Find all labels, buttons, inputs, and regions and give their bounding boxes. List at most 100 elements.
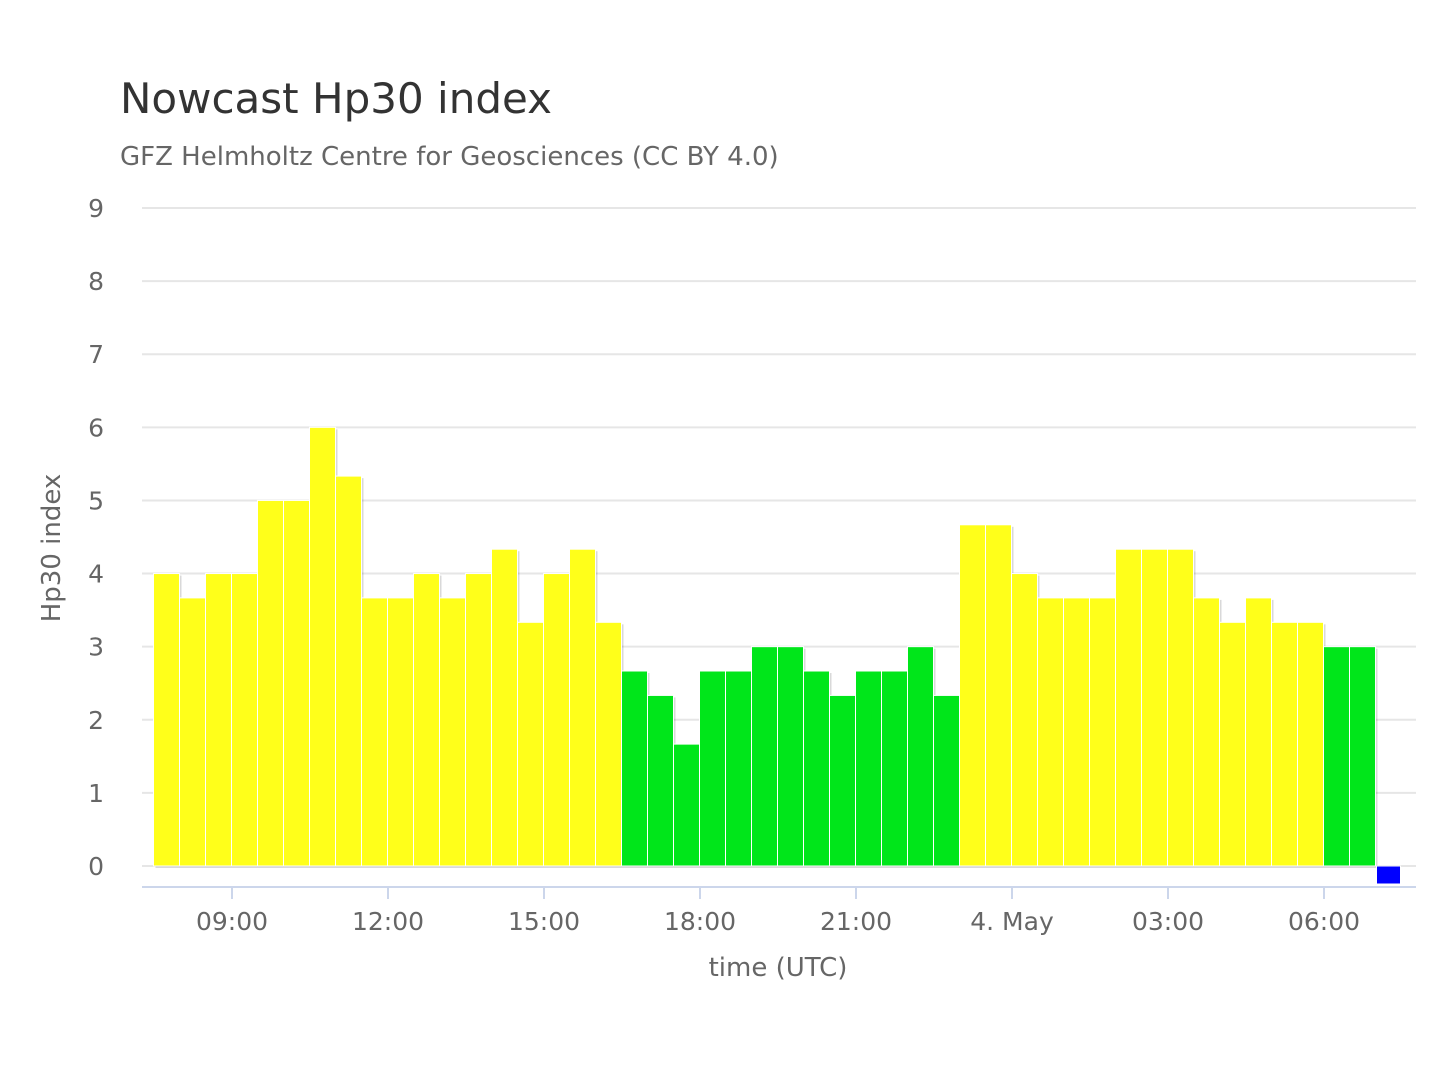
- bar[interactable]: [205, 573, 234, 868]
- bar[interactable]: [777, 646, 806, 868]
- bar[interactable]: [855, 670, 884, 868]
- bar-rect: [621, 670, 648, 867]
- bar[interactable]: [1141, 548, 1170, 868]
- bar-rect: [1323, 646, 1350, 867]
- bar-rect: [1297, 621, 1324, 867]
- bar-rect: [413, 573, 440, 867]
- x-tick-label: 21:00: [820, 907, 892, 936]
- bar[interactable]: [569, 548, 598, 868]
- bar[interactable]: [1115, 548, 1144, 868]
- bar[interactable]: [699, 670, 728, 868]
- bar-rect: [751, 646, 778, 867]
- bar-rect: [1271, 621, 1298, 867]
- bar-rect: [491, 548, 518, 867]
- bar[interactable]: [881, 670, 910, 868]
- bar[interactable]: [1037, 597, 1066, 868]
- y-tick-label: 3: [88, 633, 104, 662]
- chart-subtitle: GFZ Helmholtz Centre for Geosciences (CC…: [120, 142, 779, 172]
- y-tick-label: 1: [88, 779, 104, 808]
- x-axis: 09:00 12:00 15:00 18:00 21:00 4. May 03:00 06:0…: [142, 886, 1416, 936]
- bar-rect: [1141, 548, 1168, 867]
- y-tick-label: 0: [88, 852, 104, 881]
- bar[interactable]: [1349, 646, 1378, 868]
- bar-rect: [647, 694, 674, 867]
- bar-rect: [933, 694, 960, 867]
- bar[interactable]: [283, 499, 312, 868]
- bar[interactable]: [257, 499, 286, 868]
- bar-rect: [1089, 597, 1116, 867]
- bar[interactable]: [543, 573, 572, 868]
- bar[interactable]: [153, 573, 182, 868]
- bar[interactable]: [179, 597, 208, 868]
- bar[interactable]: [985, 524, 1014, 868]
- bar-rect: [829, 694, 856, 867]
- bar[interactable]: [309, 426, 338, 868]
- y-tick-label: 5: [88, 486, 104, 515]
- bar-rect: [699, 670, 726, 867]
- bar[interactable]: [751, 646, 780, 868]
- bar-rect: [777, 646, 804, 867]
- bar-rect: [439, 597, 466, 867]
- bar[interactable]: [1219, 621, 1248, 868]
- bar[interactable]: [1167, 548, 1196, 868]
- bar[interactable]: [465, 573, 494, 868]
- bar-rect: [985, 524, 1012, 867]
- bar[interactable]: [933, 694, 962, 868]
- bar[interactable]: [907, 646, 936, 868]
- x-tick-label: 06:00: [1288, 907, 1360, 936]
- bar[interactable]: [1323, 646, 1352, 868]
- bar-rect: [153, 573, 180, 867]
- bar[interactable]: [361, 597, 390, 868]
- bar[interactable]: [595, 621, 624, 868]
- bar-rect: [1167, 548, 1194, 867]
- bar-rect: [387, 597, 414, 867]
- bar[interactable]: [725, 670, 754, 868]
- bar-rect: [673, 743, 700, 867]
- bar-rect: [855, 670, 882, 867]
- bar-rect: [803, 670, 830, 867]
- bar[interactable]: [439, 597, 468, 868]
- bar[interactable]: [231, 573, 260, 868]
- bar[interactable]: [673, 743, 702, 868]
- bar-rect: [335, 475, 362, 867]
- bar-rect: [1376, 865, 1401, 885]
- bar[interactable]: [517, 621, 546, 868]
- chart-title: Nowcast Hp30 index: [120, 74, 552, 123]
- bar-rect: [231, 573, 258, 867]
- bar-rect: [361, 597, 388, 867]
- bar[interactable]: [413, 573, 442, 868]
- y-tick-label: 6: [88, 413, 104, 442]
- y-axis: 0 1 2 3 4 5 6 7 8 9: [88, 194, 104, 881]
- bar[interactable]: [335, 475, 364, 868]
- bar[interactable]: [1297, 621, 1326, 868]
- bar-rect: [569, 548, 596, 867]
- bar[interactable]: [1376, 865, 1401, 885]
- bar[interactable]: [1245, 597, 1274, 868]
- bar-rect: [309, 426, 336, 867]
- bar[interactable]: [829, 694, 858, 868]
- bar[interactable]: [959, 524, 988, 868]
- bar[interactable]: [1011, 573, 1040, 868]
- bar-rect: [257, 499, 284, 867]
- bar-rect: [881, 670, 908, 867]
- bar-rect: [517, 621, 544, 867]
- bar[interactable]: [1193, 597, 1222, 868]
- x-tick-label: 09:00: [196, 907, 268, 936]
- bar[interactable]: [647, 694, 676, 868]
- bar[interactable]: [803, 670, 832, 868]
- bar-rect: [1063, 597, 1090, 867]
- bar-rect: [543, 573, 570, 867]
- bar[interactable]: [1271, 621, 1300, 868]
- y-tick-label: 4: [88, 560, 104, 589]
- bar[interactable]: [1063, 597, 1092, 868]
- bar[interactable]: [491, 548, 520, 868]
- bar-rect: [1037, 597, 1064, 867]
- bar-rect: [1245, 597, 1272, 867]
- bar-rect: [907, 646, 934, 867]
- x-tick-label: 03:00: [1132, 907, 1204, 936]
- bar[interactable]: [387, 597, 416, 868]
- bar-rect: [283, 499, 310, 867]
- bar[interactable]: [1089, 597, 1118, 868]
- bar[interactable]: [621, 670, 650, 868]
